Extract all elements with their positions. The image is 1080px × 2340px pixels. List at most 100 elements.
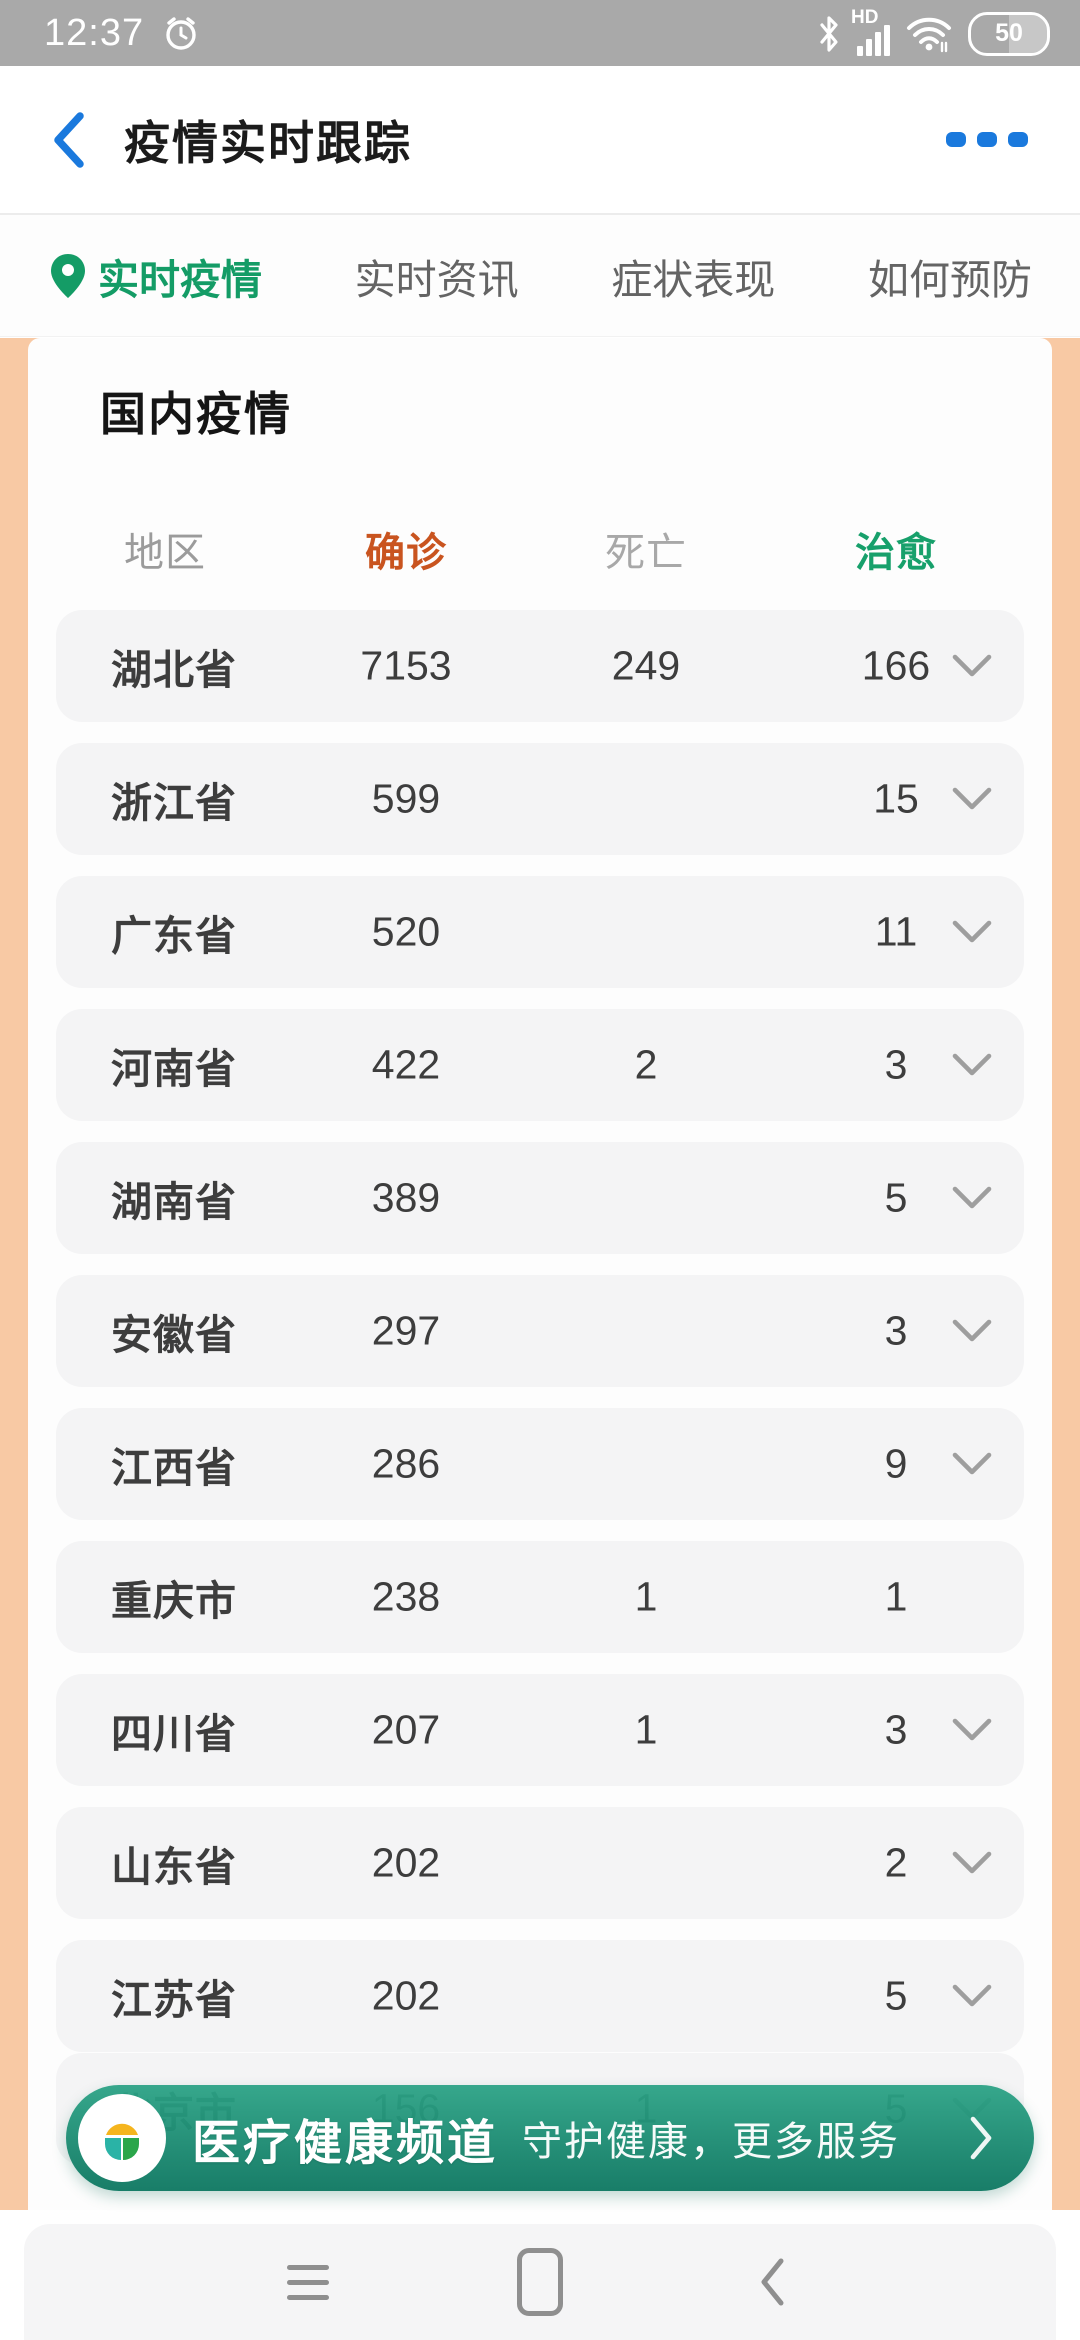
expand-row-button[interactable] <box>951 1983 993 2009</box>
expand-row-button[interactable] <box>951 1451 993 1477</box>
confirmed-value: 202 <box>371 1839 441 1886</box>
confirmed-value: 286 <box>371 1440 441 1487</box>
confirmed-value: 207 <box>371 1706 441 1753</box>
chevron-down-icon <box>952 787 992 810</box>
recents-icon <box>287 2264 329 2300</box>
confirmed-value: 297 <box>371 1307 441 1354</box>
tab-1[interactable]: 实时资讯 <box>355 246 519 306</box>
expand-row-button[interactable] <box>951 653 993 679</box>
cured-value: 2 <box>884 1839 908 1886</box>
chevron-down-icon <box>952 1053 992 1076</box>
cured-value: 166 <box>861 642 931 689</box>
region-name: 江西省 <box>111 1445 237 1491</box>
page-title: 疫情实时跟踪 <box>124 116 412 169</box>
cured-value: 9 <box>884 1440 908 1487</box>
epidemic-card: 国内疫情 地区 确诊 死亡 治愈 湖北省 7153 249 166 浙江省 599 15 广东… <box>28 338 1052 2210</box>
tab-bar: 实时疫情 实时资讯 症状表现 如何预防 <box>0 215 1080 337</box>
tab-3[interactable]: 如何预防 <box>868 246 1032 306</box>
tab-0[interactable]: 实时疫情 <box>48 246 262 306</box>
expand-row-button[interactable] <box>951 1185 993 1211</box>
table-row[interactable]: 江西省 286 9 <box>56 1408 1024 1520</box>
table-row[interactable]: 浙江省 599 15 <box>56 743 1024 855</box>
confirmed-value: 238 <box>371 1573 441 1620</box>
status-bar: 12:37 HD <box>0 0 1080 66</box>
region-table-body: 湖北省 7153 249 166 浙江省 599 15 广东省 520 11 河南省 422 2 3 湖南省… <box>56 610 1024 2165</box>
table-row[interactable]: 湖北省 7153 249 166 <box>56 610 1024 722</box>
chevron-down-icon <box>952 654 992 677</box>
col-header-confirmed: 确诊 <box>365 531 447 575</box>
deaths-value: 2 <box>634 1041 658 1088</box>
region-name: 广东省 <box>111 913 237 959</box>
deaths-value: 1 <box>634 1706 658 1753</box>
more-icon <box>946 132 966 147</box>
table-row[interactable]: 安徽省 297 3 <box>56 1275 1024 1387</box>
expand-row-button[interactable] <box>951 1850 993 1876</box>
tab-label: 如何预防 <box>867 256 1032 303</box>
cured-value: 3 <box>884 1307 908 1354</box>
table-row[interactable]: 山东省 202 2 <box>56 1807 1024 1919</box>
home-icon <box>517 2248 563 2316</box>
region-name: 四川省 <box>111 1711 237 1757</box>
chevron-down-icon <box>952 920 992 943</box>
wifi-icon <box>906 16 952 54</box>
deaths-value: 249 <box>611 642 681 689</box>
cured-value: 1 <box>884 1573 908 1620</box>
battery-icon: 50 <box>968 11 1050 56</box>
chevron-down-icon <box>952 1851 992 1874</box>
banner-title: 医疗健康频道 <box>192 2117 499 2170</box>
tab-label: 实时疫情 <box>98 256 262 303</box>
tab-label: 症状表现 <box>611 256 776 303</box>
chevron-down-icon <box>952 1718 992 1741</box>
nav-back-button[interactable] <box>740 2250 804 2314</box>
cured-value: 5 <box>884 1972 908 2019</box>
confirmed-value: 520 <box>371 908 441 955</box>
confirmed-value: 389 <box>371 1174 441 1221</box>
region-name: 江苏省 <box>111 1977 237 2023</box>
location-pin-icon <box>51 253 85 298</box>
region-name: 湖南省 <box>111 1179 237 1225</box>
region-name: 安徽省 <box>111 1312 237 1358</box>
recents-button[interactable] <box>276 2250 340 2314</box>
deaths-value: 1 <box>634 1573 658 1620</box>
col-header-region: 地区 <box>124 531 206 575</box>
confirmed-value: 7153 <box>360 642 452 689</box>
expand-row-button[interactable] <box>951 786 993 812</box>
home-button[interactable] <box>508 2248 572 2316</box>
bluetooth-icon <box>817 14 841 54</box>
cured-value: 3 <box>884 1706 908 1753</box>
health-logo-icon <box>78 2094 166 2182</box>
expand-row-button[interactable] <box>951 919 993 945</box>
table-row[interactable]: 江苏省 202 5 <box>56 1940 1024 2052</box>
clock-time: 12:37 <box>44 11 145 54</box>
confirmed-value: 202 <box>371 1972 441 2019</box>
table-row[interactable]: 湖南省 389 5 <box>56 1142 1024 1254</box>
app-header: 疫情实时跟踪 <box>0 66 1080 215</box>
health-channel-banner[interactable]: 医疗健康频道 守护健康，更多服务 <box>66 2085 1034 2191</box>
tab-2[interactable]: 症状表现 <box>611 246 775 306</box>
expand-row-button[interactable] <box>951 1717 993 1743</box>
cured-value: 5 <box>884 1174 908 1221</box>
table-header: 地区 确诊 死亡 治愈 <box>56 520 1024 575</box>
battery-percent: 50 <box>995 19 1023 47</box>
region-name: 山东省 <box>111 1844 237 1890</box>
table-row[interactable]: 广东省 520 11 <box>56 876 1024 988</box>
nav-panel <box>24 2224 1056 2340</box>
more-button[interactable] <box>946 132 1028 147</box>
chevron-down-icon <box>952 1319 992 1342</box>
chevron-down-icon <box>952 1186 992 1209</box>
back-icon <box>54 111 84 168</box>
table-row[interactable]: 河南省 422 2 3 <box>56 1009 1024 1121</box>
expand-row-button[interactable] <box>951 1052 993 1078</box>
content-area: 国内疫情 地区 确诊 死亡 治愈 湖北省 7153 249 166 浙江省 599 15 广东… <box>0 338 1080 2210</box>
table-row[interactable]: 重庆市 238 1 1 <box>56 1541 1024 1653</box>
chevron-down-icon <box>952 1984 992 2007</box>
hd-label: HD <box>851 6 879 28</box>
alarm-icon <box>162 14 200 52</box>
table-row[interactable]: 四川省 207 1 3 <box>56 1674 1024 1786</box>
expand-row-button[interactable] <box>951 1318 993 1344</box>
region-name: 浙江省 <box>111 780 237 826</box>
back-button[interactable] <box>48 111 88 169</box>
section-title: 国内疫情 <box>100 388 292 440</box>
tab-label: 实时资讯 <box>354 256 519 303</box>
